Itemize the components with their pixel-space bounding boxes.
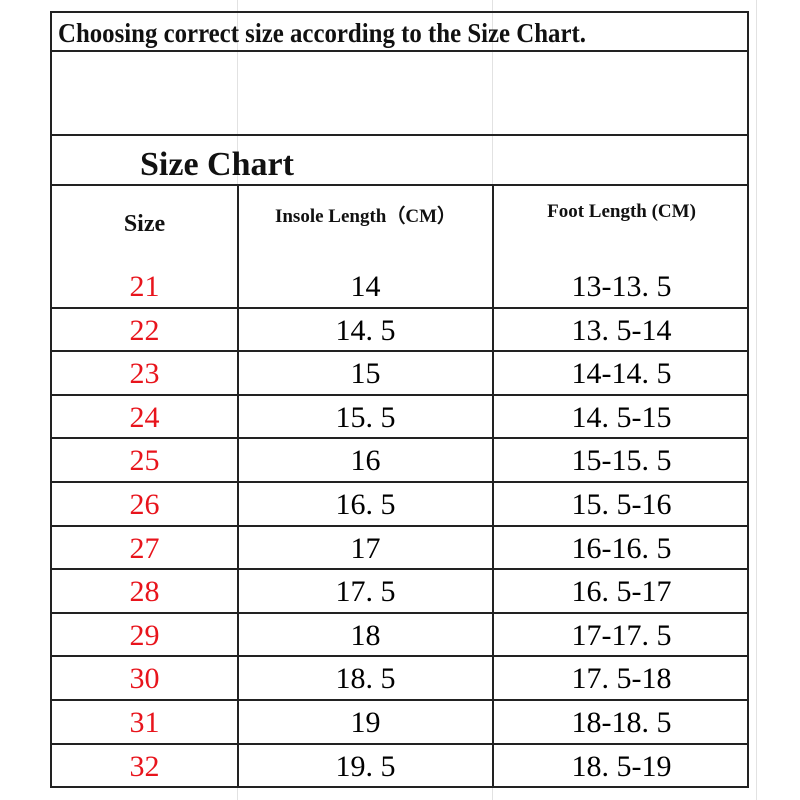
insole-cell: 19 <box>350 706 381 739</box>
insole-cell: 17 <box>350 531 381 565</box>
row-divider <box>52 350 747 353</box>
row-divider <box>52 481 747 483</box>
header-insole: Insole Length（CM） <box>274 206 457 227</box>
size-cell: 21 <box>129 270 160 303</box>
insole-cell: 16. 5 <box>335 488 396 521</box>
foot-cell: 13-13. 5 <box>571 270 672 303</box>
foot-cell: 14-14. 5 <box>571 357 672 391</box>
foot-cell: 17. 5-18 <box>571 662 672 696</box>
row-divider <box>52 50 747 52</box>
row-divider <box>52 655 747 658</box>
row-divider <box>52 524 747 527</box>
size-cell: 32 <box>129 749 160 783</box>
size-cell: 26 <box>129 488 160 521</box>
insole-cell: 18 <box>350 618 381 652</box>
foot-cell: 15-15. 5 <box>571 444 672 478</box>
row-divider <box>52 611 747 614</box>
foot-cell: 15. 5-16 <box>571 488 672 521</box>
row-divider <box>52 184 747 186</box>
foot-cell: 18. 5-19 <box>571 749 672 783</box>
row-divider <box>52 437 747 440</box>
size-cell: 24 <box>129 400 160 434</box>
size-cell: 27 <box>129 531 160 565</box>
size-cell: 30 <box>129 662 160 696</box>
size-cell: 31 <box>129 706 160 739</box>
gridline <box>756 0 757 800</box>
insole-cell: 16 <box>350 444 381 478</box>
foot-cell: 17-17. 5 <box>571 618 672 652</box>
column-divider <box>237 184 239 786</box>
size-cell: 25 <box>129 444 160 478</box>
foot-cell: 13. 5-14 <box>571 313 672 347</box>
insole-cell: 18. 5 <box>335 662 396 696</box>
foot-cell: 16-16. 5 <box>571 531 672 565</box>
row-divider <box>52 393 747 396</box>
size-cell: 23 <box>129 357 160 391</box>
intro-text: Choosing correct size according to the S… <box>58 18 586 48</box>
header-foot: Foot Length (CM) <box>547 201 696 222</box>
column-divider <box>492 184 494 786</box>
size-cell: 22 <box>129 313 160 347</box>
insole-cell: 15. 5 <box>335 400 396 434</box>
row-divider <box>52 568 747 571</box>
foot-cell: 18-18. 5 <box>571 706 672 739</box>
size-chart-table: Choosing correct size according to the S… <box>50 11 749 788</box>
chart-title: Size Chart <box>140 146 294 183</box>
insole-cell: 14. 5 <box>335 313 396 347</box>
insole-cell: 19. 5 <box>335 749 396 783</box>
row-divider <box>52 699 747 701</box>
size-cell: 28 <box>129 575 160 609</box>
insole-cell: 17. 5 <box>335 575 396 609</box>
row-divider <box>52 306 747 309</box>
foot-cell: 14. 5-15 <box>571 400 672 434</box>
row-divider <box>52 134 747 136</box>
insole-cell: 15 <box>350 357 381 391</box>
header-size: Size <box>123 211 166 237</box>
insole-cell: 14 <box>350 270 381 303</box>
foot-cell: 16. 5-17 <box>571 575 672 609</box>
size-cell: 29 <box>129 618 160 652</box>
row-divider <box>52 742 747 745</box>
